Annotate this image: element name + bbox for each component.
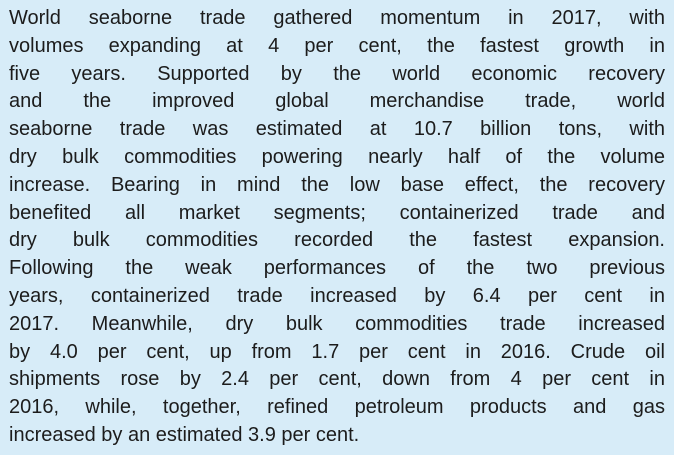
- text-line: benefited all market segments; container…: [9, 201, 665, 224]
- text-line: 2016, while, together, refined petroleum…: [9, 396, 665, 419]
- text-line: volumes expanding at 4 per cent, the fas…: [9, 34, 665, 57]
- text-line: World seaborne trade gathered momentum i…: [9, 7, 665, 29]
- text-line: Following the weak performances of the t…: [9, 257, 665, 280]
- text-line: by 4.0 per cent, up from 1.7 per cent in…: [9, 340, 665, 363]
- text-line: seaborne trade was estimated at 10.7 bil…: [9, 118, 665, 141]
- text-line: shipments rose by 2.4 per cent, down fro…: [9, 368, 665, 391]
- text-line: 2017. Meanwhile, dry bulk commodities tr…: [9, 312, 665, 335]
- text-line: increased by an estimated 3.9 per cent.: [9, 423, 360, 446]
- text-line: dry bulk commodities recorded the fastes…: [9, 229, 665, 252]
- text-line: five years. Supported by the world econo…: [9, 62, 665, 85]
- text-line: increase. Bearing in mind the low base e…: [9, 173, 665, 196]
- text-line: and the improved global merchandise trad…: [9, 90, 665, 113]
- text-line: dry bulk commodities powering nearly hal…: [9, 145, 665, 168]
- text-line: years, containerized trade increased by …: [9, 284, 665, 307]
